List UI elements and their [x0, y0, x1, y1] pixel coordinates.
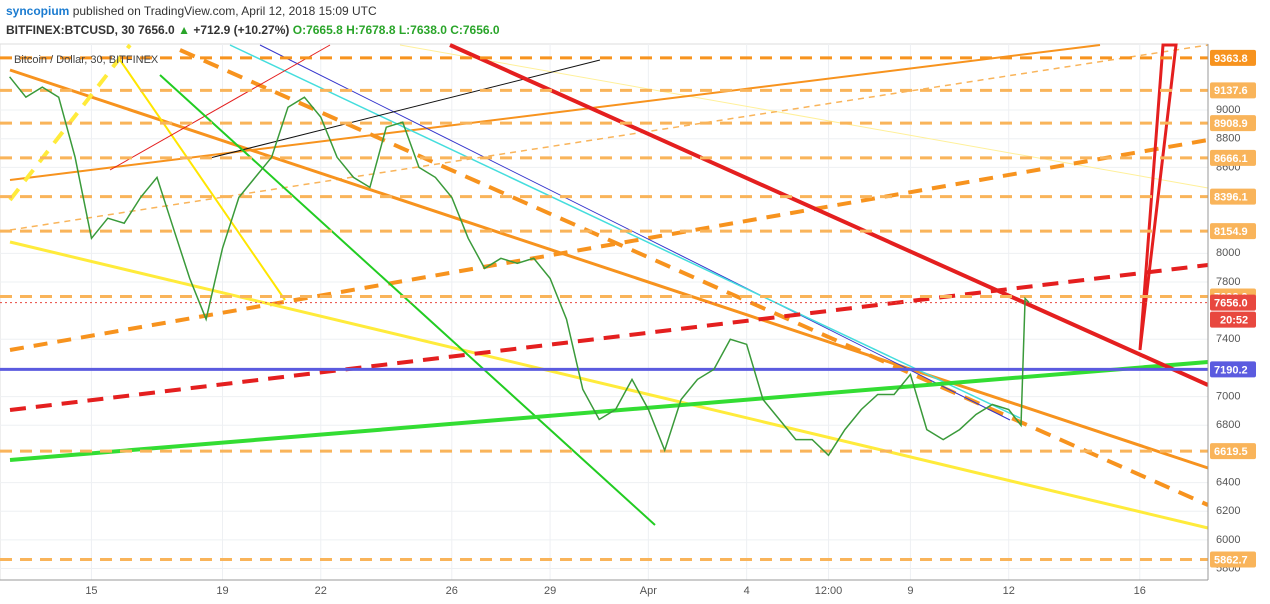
trendline [9, 263, 1209, 412]
countdown: 20:52 [1220, 315, 1248, 327]
price-label-box [1210, 49, 1256, 66]
y-tick-label: 8800 [1216, 133, 1240, 145]
y-tick-label: 6000 [1216, 534, 1240, 546]
x-tick-label: 12:00 [815, 585, 843, 597]
price-label: 8396.1 [1214, 191, 1248, 203]
price-label-box [1210, 115, 1256, 132]
price-label: 5862.7 [1214, 554, 1248, 566]
symbol: BITFINEX:BTCUSD, 30 [6, 23, 135, 37]
price-label-box [1210, 188, 1256, 205]
published: published on TradingView.com, April 12, … [72, 4, 377, 18]
close: C:7656.0 [450, 23, 500, 37]
x-tick-label: 9 [907, 585, 913, 597]
price-label-box [1210, 223, 1256, 240]
y-tick-label: 6200 [1216, 505, 1240, 517]
trendline [399, 44, 1209, 189]
price-label-box [1210, 361, 1256, 378]
price-label: 9363.8 [1214, 53, 1248, 65]
trendline [259, 44, 1011, 421]
arrow: ▲ [178, 23, 190, 37]
x-tick-label: 29 [544, 585, 556, 597]
price-label: 8666.1 [1214, 153, 1248, 165]
y-tick-label: 7800 [1216, 276, 1240, 288]
byline: syncopium published on TradingView.com, … [6, 2, 500, 21]
x-tick-label: 26 [446, 585, 458, 597]
trendline [9, 138, 1209, 352]
countdown-box [1210, 311, 1256, 328]
last: 7656.0 [138, 23, 175, 37]
x-tick-label: 16 [1134, 585, 1146, 597]
y-tick-label: 9000 [1216, 104, 1240, 116]
x-tick-label: 15 [85, 585, 97, 597]
x-tick-label: Apr [640, 585, 657, 597]
header: syncopium published on TradingView.com, … [6, 2, 500, 40]
y-tick-label: 6800 [1216, 419, 1240, 431]
trendline [9, 44, 1209, 231]
price-label-box [1210, 551, 1256, 568]
trendline [9, 360, 1209, 462]
high: H:7678.8 [346, 23, 396, 37]
open: O:7665.8 [292, 23, 343, 37]
x-tick-label: 12 [1003, 585, 1015, 597]
trendline [9, 240, 1209, 530]
y-tick-label: 6400 [1216, 476, 1240, 488]
trendlines [0, 43, 1209, 562]
x-tick-label: 4 [744, 585, 750, 597]
price-label: 7190.2 [1214, 364, 1248, 376]
y-tick-label: 7000 [1216, 391, 1240, 403]
trendline [209, 59, 601, 159]
price-label-box [1210, 294, 1256, 311]
low: L:7638.0 [398, 23, 447, 37]
trendline [179, 48, 1209, 507]
chart-title: Bitcoin / Dollar, 30, BITFINEX [14, 54, 159, 66]
x-tick-label: 19 [216, 585, 228, 597]
quote: BITFINEX:BTCUSD, 30 7656.0 ▲ +712.9 (+10… [6, 21, 500, 40]
author: syncopium [6, 4, 70, 18]
change: +712.9 (+10.27%) [193, 23, 290, 37]
trendline [159, 74, 656, 526]
price-label: 8154.9 [1214, 226, 1248, 238]
trendline [9, 68, 1209, 470]
price-label-box [1210, 443, 1256, 460]
price-label-box [1210, 149, 1256, 166]
y-tick-label: 7400 [1216, 333, 1240, 345]
price-label: 6619.5 [1214, 446, 1248, 458]
y-tick-label: 8000 [1216, 247, 1240, 259]
price-line [9, 76, 1030, 457]
trendline [119, 59, 286, 301]
price-label: 9137.6 [1214, 85, 1248, 97]
price-label: 8908.9 [1214, 118, 1248, 130]
price-label-box [1210, 82, 1256, 99]
price-label: 7656.0 [1214, 298, 1248, 310]
trendline [449, 43, 1209, 387]
trendline [109, 44, 331, 171]
x-tick-label: 22 [315, 585, 327, 597]
